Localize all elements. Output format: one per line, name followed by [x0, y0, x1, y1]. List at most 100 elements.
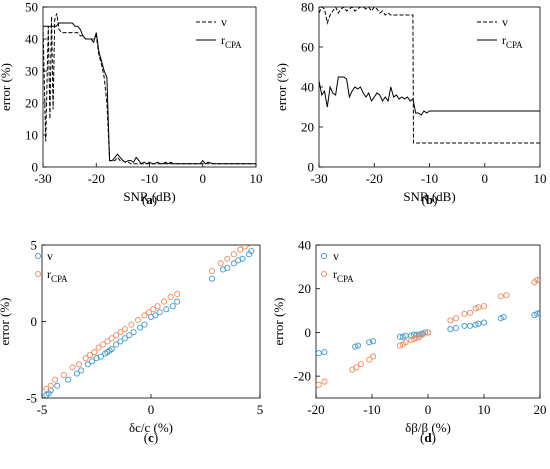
x-tick-label: -20	[88, 171, 105, 186]
panel-label: (c)	[144, 430, 158, 445]
series-r-cpa-point	[167, 293, 174, 301]
series-v-point	[472, 321, 479, 328]
series-r-cpa-point	[396, 342, 404, 349]
series-r-cpa-point	[534, 276, 540, 284]
series-r-cpa-point	[224, 255, 231, 262]
x-axis-label: δc/c (%)	[129, 420, 173, 435]
x-tick-label: 0	[200, 171, 207, 186]
series-r-cpa-point	[128, 321, 135, 328]
series-r-cpa-point	[43, 385, 50, 392]
series-v-point	[97, 353, 104, 360]
series-r-cpa-point	[410, 335, 418, 343]
series-v-point	[208, 275, 216, 282]
series-v-point	[130, 329, 137, 336]
plot-area	[43, 245, 255, 398]
series-r-cpa-point	[419, 331, 426, 338]
legend-r-cpa-label: rCPA	[502, 33, 523, 50]
series-r-cpa-point	[82, 355, 89, 362]
series-v-point	[370, 338, 377, 345]
series-r-cpa-point	[52, 376, 59, 383]
series-v-point	[475, 320, 482, 327]
series-v-point	[248, 248, 255, 255]
x-tick-label: -30	[310, 171, 327, 186]
series-r-cpa-point	[316, 381, 322, 388]
legend-r-cpa-label: rCPA	[47, 267, 68, 284]
y-tick-label: 20	[298, 281, 311, 296]
series-r-cpa-point	[86, 352, 94, 359]
legend-r-cpa-swatch	[34, 270, 42, 278]
series-v-point	[230, 260, 237, 267]
series-v-point	[354, 342, 362, 349]
series-v-point	[113, 341, 120, 348]
y-axis-label: error (%)	[0, 63, 13, 111]
series-v-point	[73, 370, 80, 377]
series-v-point	[78, 367, 85, 374]
series-r-cpa-point	[208, 267, 216, 275]
plot-area	[43, 13, 256, 165]
series-r-cpa-point	[353, 364, 360, 371]
x-tick-label: 5	[257, 402, 264, 417]
series-r-cpa-point	[472, 305, 479, 312]
series-v-point	[447, 326, 454, 333]
series-r-cpa-point	[452, 315, 460, 322]
series-r-cpa-point	[357, 361, 364, 368]
panel-label: (d)	[420, 430, 436, 445]
chart-panel-a: -30 -20 -10 0 10 0 10 20 30 40 50 SNR (dB) error (%)…	[0, 0, 263, 207]
y-tick-label: 40	[301, 80, 314, 95]
series-r-cpa-point	[246, 245, 252, 247]
legend-v-label: v	[47, 249, 53, 263]
series-v-point	[224, 264, 231, 272]
y-tick-label: 40	[25, 32, 38, 47]
y-tick-label: 40	[298, 238, 311, 253]
y-tick-label: 0	[32, 160, 39, 175]
y-axis-label: error (%)	[0, 298, 12, 346]
x-tick-label: -20	[307, 402, 324, 417]
x-tick-label: -20	[366, 171, 383, 186]
series-v-point	[531, 311, 538, 318]
y-tick-label: -20	[294, 369, 311, 384]
y-tick-label: -5	[26, 391, 37, 406]
x-tick-label: 10	[478, 402, 491, 417]
series-r-cpa-point	[69, 364, 76, 371]
plot-frame	[42, 6, 257, 168]
series-v-point	[89, 358, 96, 365]
series-r-cpa-point	[76, 361, 83, 368]
series-r-cpa-point	[150, 306, 157, 313]
y-tick-label: 20	[301, 120, 314, 135]
chart-panel-d: -20 -10 0 10 20 -20 0 20 40 δβ/β (%) error (%) (d) v…	[271, 238, 547, 446]
y-tick-label: 5	[31, 238, 38, 253]
legend: v rCPA	[34, 249, 68, 284]
series-r-cpa-point	[413, 334, 420, 341]
chart-panel-b: -30 -20 -10 0 10 0 20 40 60 80 SNR (dB) error (%) (b…	[274, 0, 547, 207]
series-r-cpa-point	[321, 378, 328, 385]
series-r-cpa-point	[370, 353, 377, 360]
series-v-point	[466, 322, 474, 329]
series-r-cpa-point	[121, 326, 128, 333]
y-tick-label: 0	[305, 325, 312, 340]
series-r-cpa-point	[447, 317, 454, 324]
legend-v-label: v	[333, 249, 339, 263]
plot-frame	[315, 244, 541, 399]
series-r-cpa-point	[99, 341, 107, 348]
series-r-cpa-point	[60, 371, 67, 379]
y-tick-label: 60	[301, 40, 314, 55]
panel-label: (b)	[422, 192, 438, 207]
legend: v rCPA	[477, 15, 523, 50]
series-r-cpa-line	[319, 76, 540, 116]
legend-r-cpa-swatch	[320, 270, 328, 278]
series-v-point	[156, 309, 163, 316]
series-v-point	[54, 382, 61, 389]
x-tick-label: -10	[141, 171, 158, 186]
series-r-cpa-point	[134, 316, 141, 324]
series-r-cpa-point	[241, 245, 248, 250]
series-v-point	[169, 303, 176, 310]
legend-v-label: v	[502, 15, 508, 29]
series-v-point	[239, 255, 246, 262]
series-v-point	[126, 332, 133, 339]
legend: v rCPA	[320, 249, 354, 284]
y-tick-label: 20	[25, 96, 38, 111]
series-v-point	[366, 339, 373, 346]
series-r-cpa-point	[47, 382, 54, 389]
series-r-cpa-point	[475, 304, 482, 311]
